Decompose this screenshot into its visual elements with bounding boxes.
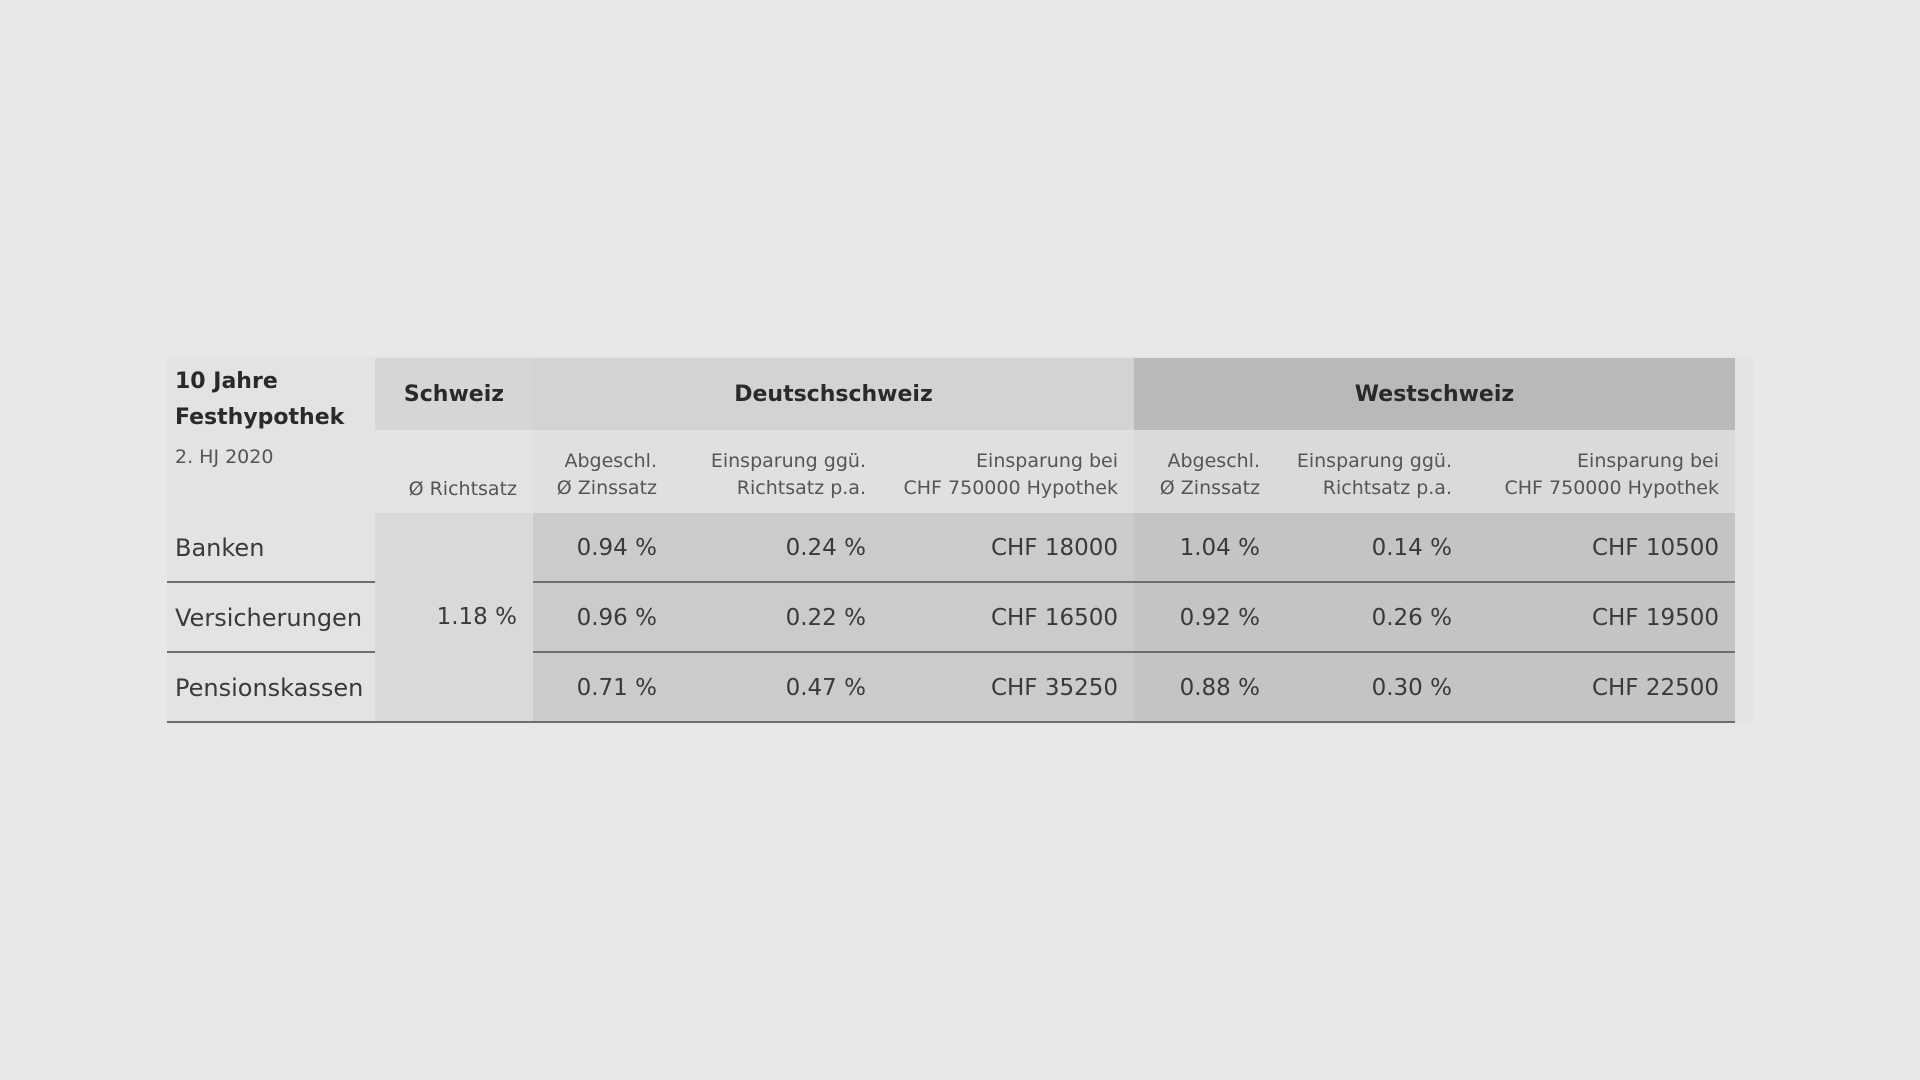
group-header-schweiz: Schweiz: [403, 381, 505, 407]
ws-zinssatz-versicherungen: 0.92 %: [1179, 604, 1260, 631]
group-header-schweiz-cell: Schweiz: [375, 358, 533, 430]
table-row-label: Pensionskassen: [167, 653, 375, 722]
table-row-label: Versicherungen: [167, 583, 375, 652]
group-header-deutschschweiz: Deutschschweiz: [734, 381, 933, 407]
table-cell: CHF 10500: [1468, 513, 1735, 582]
subheader-ds-einsparung-pa: Einsparung ggü. Richtsatz p.a.: [710, 450, 866, 499]
subheader-ds-zinssatz: Abgeschl. Ø Zinssatz: [556, 450, 657, 499]
table-bottom-rule: [167, 721, 1735, 723]
ws-einsparung-pa-versicherungen: 0.26 %: [1371, 604, 1452, 631]
table-cell: 0.94 %: [533, 513, 673, 582]
row-label-banken: Banken: [175, 533, 265, 562]
row-label-versicherungen: Versicherungen: [175, 603, 363, 632]
subheader-ds-zinssatz-cell: Abgeschl. Ø Zinssatz: [533, 430, 673, 513]
ws-einsparung-pa-pensionskassen: 0.30 %: [1371, 674, 1452, 701]
row-divider: [533, 581, 1735, 583]
table-cell: 0.47 %: [673, 653, 882, 722]
subheader-richtsatz: Ø Richtsatz: [408, 478, 517, 500]
ds-einsparung-chf-banken: CHF 18000: [990, 534, 1118, 561]
richtsatz-value: 1.18 %: [436, 604, 517, 630]
table-title-cell: 10 Jahre Festhypothek: [167, 358, 375, 430]
ws-einsparung-chf-versicherungen: CHF 19500: [1591, 604, 1719, 631]
table-cell: 0.88 %: [1134, 653, 1276, 722]
ws-zinssatz-pensionskassen: 0.88 %: [1179, 674, 1260, 701]
group-header-westschweiz: Westschweiz: [1354, 381, 1515, 407]
period-cell: 2. HJ 2020: [167, 430, 375, 513]
row-divider: [167, 651, 375, 653]
row-divider: [167, 581, 375, 583]
group-header-westschweiz-cell: Westschweiz: [1134, 358, 1735, 430]
subheader-ws-zinssatz-cell: Abgeschl. Ø Zinssatz: [1134, 430, 1276, 513]
ds-einsparung-pa-banken: 0.24 %: [785, 534, 866, 561]
table-cell: 1.04 %: [1134, 513, 1276, 582]
table-cell: CHF 35250: [882, 653, 1134, 722]
table-cell: 0.14 %: [1276, 513, 1468, 582]
subheader-ws-einsparung-chf-cell: Einsparung bei CHF 750000 Hypothek: [1468, 430, 1735, 513]
ws-einsparung-chf-pensionskassen: CHF 22500: [1591, 674, 1719, 701]
row-label-pensionskassen: Pensionskassen: [175, 673, 364, 702]
table-cell: CHF 22500: [1468, 653, 1735, 722]
row-divider: [533, 651, 1735, 653]
ds-einsparung-pa-pensionskassen: 0.47 %: [785, 674, 866, 701]
table-cell: CHF 19500: [1468, 583, 1735, 652]
subheader-richtsatz-cell: Ø Richtsatz: [375, 430, 533, 513]
ws-zinssatz-banken: 1.04 %: [1179, 534, 1260, 561]
ds-zinssatz-pensionskassen: 0.71 %: [576, 674, 657, 701]
subheader-ws-einsparung-chf: Einsparung bei CHF 750000 Hypothek: [1504, 450, 1720, 499]
subheader-ds-einsparung-pa-cell: Einsparung ggü. Richtsatz p.a.: [673, 430, 882, 513]
ds-einsparung-chf-pensionskassen: CHF 35250: [990, 674, 1118, 701]
subheader-ds-einsparung-chf: Einsparung bei CHF 750000 Hypothek: [903, 450, 1119, 499]
table-cell: 0.92 %: [1134, 583, 1276, 652]
subheader-ds-einsparung-chf-cell: Einsparung bei CHF 750000 Hypothek: [882, 430, 1134, 513]
ws-einsparung-pa-banken: 0.14 %: [1371, 534, 1452, 561]
table-row-label: Banken: [167, 513, 375, 582]
table-cell: 0.71 %: [533, 653, 673, 722]
period-label: 2. HJ 2020: [175, 446, 274, 468]
ds-einsparung-pa-versicherungen: 0.22 %: [785, 604, 866, 631]
table-cell: 0.30 %: [1276, 653, 1468, 722]
subheader-ws-einsparung-pa: Einsparung ggü. Richtsatz p.a.: [1296, 450, 1452, 499]
richtsatz-value-cell: 1.18 %: [375, 513, 533, 721]
ds-zinssatz-banken: 0.94 %: [576, 534, 657, 561]
subheader-ws-einsparung-pa-cell: Einsparung ggü. Richtsatz p.a.: [1276, 430, 1468, 513]
group-header-deutschschweiz-cell: Deutschschweiz: [533, 358, 1134, 430]
table-cell: 0.96 %: [533, 583, 673, 652]
table-cell: 0.26 %: [1276, 583, 1468, 652]
ws-einsparung-chf-banken: CHF 10500: [1591, 534, 1719, 561]
ds-zinssatz-versicherungen: 0.96 %: [576, 604, 657, 631]
table-cell: 0.22 %: [673, 583, 882, 652]
table-cell: CHF 18000: [882, 513, 1134, 582]
ds-einsparung-chf-versicherungen: CHF 16500: [990, 604, 1118, 631]
subheader-ws-zinssatz: Abgeschl. Ø Zinssatz: [1159, 450, 1260, 499]
table-cell: 0.24 %: [673, 513, 882, 582]
table-title: 10 Jahre Festhypothek: [175, 369, 345, 430]
table-cell: CHF 16500: [882, 583, 1134, 652]
